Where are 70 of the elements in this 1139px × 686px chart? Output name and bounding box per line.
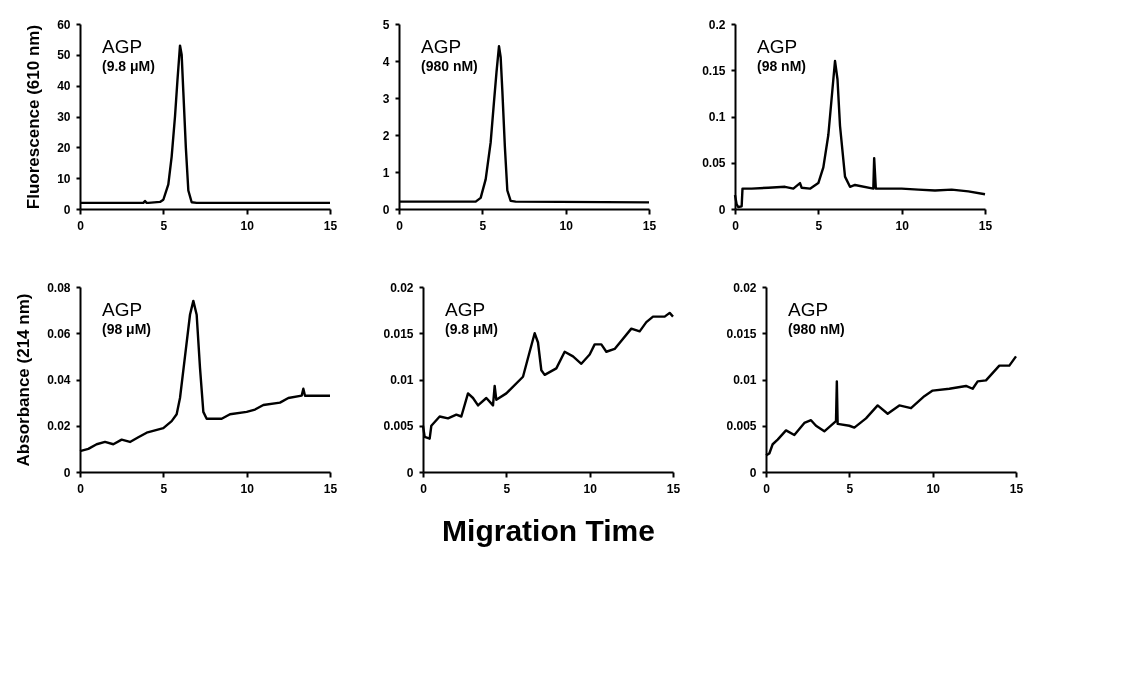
annotation: (98 μM) bbox=[102, 321, 152, 337]
y-tick-label: 0 bbox=[63, 202, 71, 217]
y-tick-label: 30 bbox=[57, 110, 71, 124]
x-tick-label: 10 bbox=[240, 481, 255, 496]
x-tick-label: 5 bbox=[815, 218, 823, 233]
x-tick-label: 10 bbox=[559, 218, 574, 233]
annotation: AGP bbox=[102, 36, 143, 57]
x-tick-label: 5 bbox=[846, 481, 854, 496]
x-tick-label: 0 bbox=[420, 481, 428, 496]
y-tick-label: 0.1 bbox=[708, 110, 726, 124]
y-tick-label: 10 bbox=[57, 171, 71, 186]
y-tick-label: 0.005 bbox=[383, 419, 414, 434]
x-tick-label: 15 bbox=[642, 218, 657, 233]
y-axis-title: Absorbance (214 nm) bbox=[14, 293, 34, 467]
y-tick-label: 0 bbox=[382, 202, 390, 217]
x-tick-label: 5 bbox=[160, 481, 168, 496]
y-tick-label: 0.2 bbox=[708, 17, 726, 32]
y-tick-label: 0.05 bbox=[702, 156, 726, 171]
x-tick-label: 10 bbox=[240, 218, 255, 233]
annotation: (980 nM) bbox=[788, 321, 845, 337]
annotation: (98 nM) bbox=[757, 58, 806, 74]
x-tick-label: 10 bbox=[926, 481, 941, 496]
y-tick-label: 20 bbox=[57, 140, 71, 155]
y-tick-label: 2 bbox=[382, 128, 390, 143]
y-tick-label: 0.01 bbox=[733, 373, 757, 387]
y-tick-label: 0 bbox=[63, 465, 71, 480]
annotation: (9.8 μM) bbox=[102, 58, 155, 74]
x-tick-label: 15 bbox=[978, 218, 993, 233]
x-tick-label: 15 bbox=[323, 481, 338, 496]
y-tick-label: 5 bbox=[382, 17, 390, 32]
y-tick-label: 0.02 bbox=[47, 419, 71, 434]
y-tick-label: 0.04 bbox=[47, 373, 71, 387]
y-tick-label: 3 bbox=[382, 91, 390, 106]
x-tick-label: 0 bbox=[77, 481, 85, 496]
annotation: (980 nM) bbox=[421, 58, 478, 74]
annotation: AGP bbox=[757, 36, 798, 57]
y-tick-label: 0.08 bbox=[47, 280, 71, 295]
y-tick-label: 0.005 bbox=[726, 419, 757, 434]
x-tick-label: 5 bbox=[479, 218, 487, 233]
annotation: AGP bbox=[102, 299, 143, 320]
y-tick-label: 0.02 bbox=[390, 280, 414, 295]
y-tick-label: 50 bbox=[57, 48, 71, 63]
x-tick-label: 0 bbox=[763, 481, 771, 496]
y-axis-title: Fluorescence (610 nm) bbox=[24, 24, 44, 210]
annotation: AGP bbox=[421, 36, 462, 57]
x-tick-label: 15 bbox=[666, 481, 681, 496]
y-tick-label: 0.015 bbox=[726, 326, 757, 341]
x-axis-title: Migration Time bbox=[442, 513, 655, 547]
x-tick-label: 15 bbox=[323, 218, 338, 233]
y-tick-label: 0.015 bbox=[383, 326, 414, 341]
annotation: (9.8 μM) bbox=[445, 321, 498, 337]
x-tick-label: 10 bbox=[583, 481, 598, 496]
y-tick-label: 0.02 bbox=[733, 280, 757, 295]
y-tick-label: 0.06 bbox=[47, 326, 71, 341]
y-tick-label: 0 bbox=[406, 465, 414, 480]
x-tick-label: 5 bbox=[503, 481, 511, 496]
y-tick-label: 1 bbox=[382, 165, 390, 180]
y-tick-label: 0.15 bbox=[702, 63, 726, 78]
x-tick-label: 15 bbox=[1009, 481, 1024, 496]
y-tick-label: 4 bbox=[382, 54, 390, 69]
x-tick-label: 10 bbox=[895, 218, 910, 233]
y-tick-label: 0 bbox=[718, 202, 726, 217]
annotation: AGP bbox=[788, 299, 829, 320]
y-tick-label: 0.01 bbox=[390, 373, 414, 387]
y-tick-label: 40 bbox=[57, 79, 71, 94]
annotation: AGP bbox=[445, 299, 486, 320]
x-tick-label: 0 bbox=[77, 218, 85, 233]
x-tick-label: 5 bbox=[160, 218, 168, 233]
y-tick-label: 0 bbox=[749, 465, 757, 480]
y-tick-label: 60 bbox=[57, 17, 71, 32]
